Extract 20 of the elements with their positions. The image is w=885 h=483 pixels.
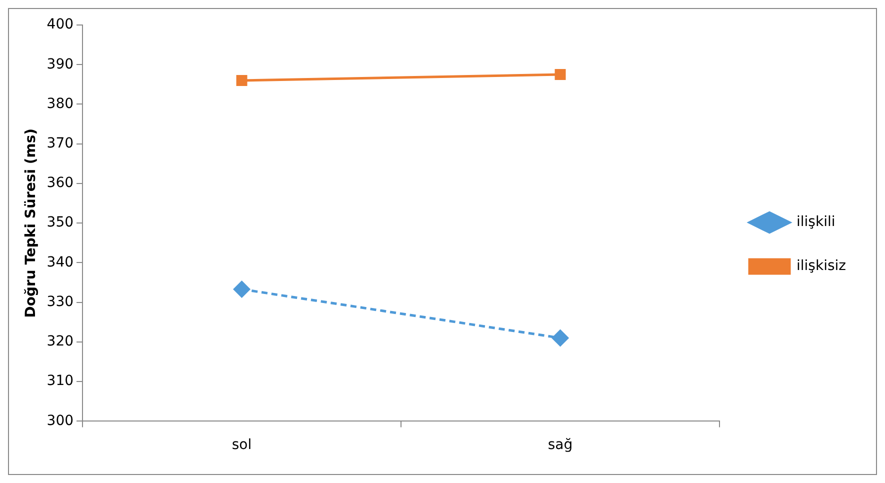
x-tick-label: sağ — [548, 437, 573, 454]
y-tick-label: 390 — [46, 56, 74, 72]
point — [552, 330, 569, 346]
y-tick-label: 300 — [46, 412, 74, 429]
y-tick-label: 320 — [46, 334, 74, 350]
y-tick-label: 370 — [46, 136, 74, 152]
y-tick-label: 400 — [46, 16, 74, 33]
y-tick-label: 330 — [46, 294, 74, 310]
x-tick-label: sol — [232, 437, 252, 454]
point — [236, 74, 248, 86]
y-tick-label: 380 — [46, 96, 74, 112]
legend-label: ilişkisiz — [796, 258, 846, 274]
y-tick-label: 350 — [46, 214, 74, 231]
y-tick-label: 310 — [46, 373, 74, 390]
point — [234, 281, 250, 298]
y-tick-label: 340 — [46, 254, 74, 270]
legend-label: ilişkili — [796, 214, 836, 230]
point — [554, 69, 566, 80]
y-axis-title: Doğru Tepki Süresi (ms) — [23, 128, 40, 318]
y-tick-label: 360 — [46, 175, 74, 192]
